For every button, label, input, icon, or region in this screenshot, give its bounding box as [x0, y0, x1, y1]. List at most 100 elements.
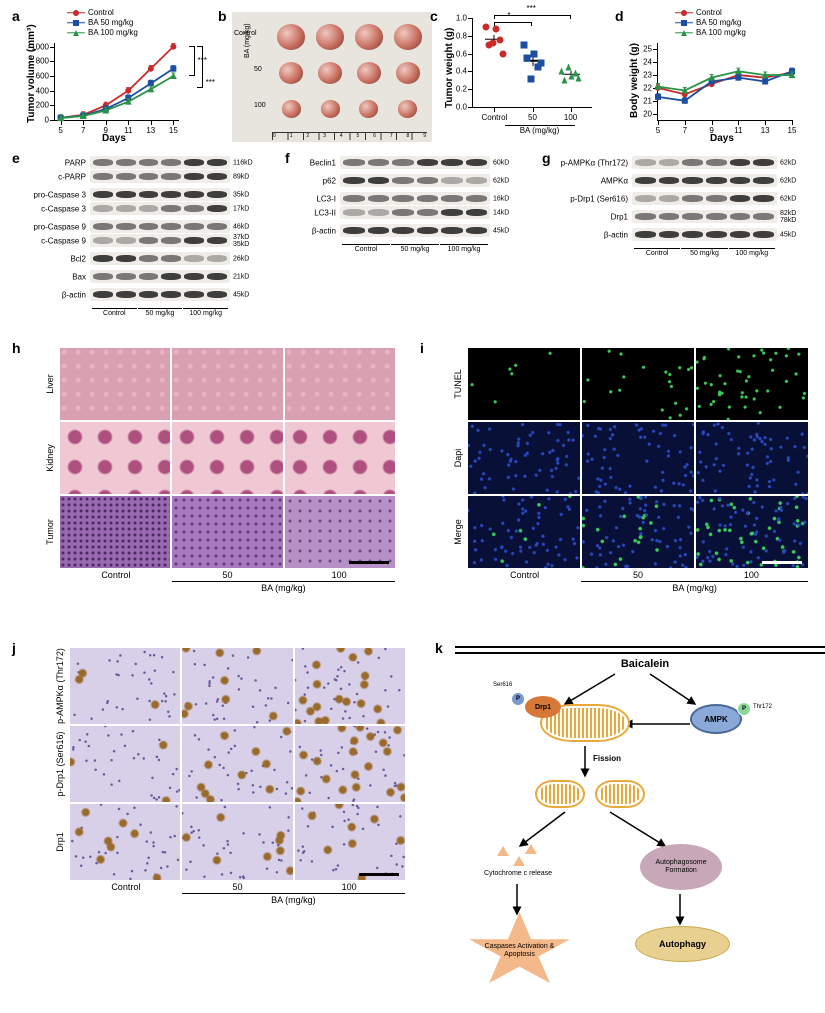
blot-label: β-actin	[62, 290, 90, 299]
blot-kd: 45kD	[230, 291, 249, 298]
band	[368, 177, 390, 184]
sig-bracket	[494, 22, 532, 26]
lanes	[90, 156, 230, 169]
band	[753, 231, 774, 238]
band	[161, 159, 181, 166]
lanes	[90, 234, 230, 247]
band	[116, 273, 136, 280]
band	[441, 209, 463, 216]
band	[93, 273, 113, 280]
band	[184, 205, 204, 212]
panel-c: c Tumor weight (g) 0.00.20.40.60.81.0Con…	[430, 8, 605, 140]
band	[184, 191, 204, 198]
blot-lane-row: Bax21kD	[90, 270, 230, 283]
row-group: BA (mg/kg)	[244, 23, 251, 58]
band	[93, 223, 113, 230]
diagram-k: Baicalein Drp1 P Ser616AMPK P Thr172Fiss…	[455, 646, 825, 1001]
ytick: 0.0	[456, 103, 473, 112]
band	[139, 159, 159, 166]
panel-d-label: d	[615, 8, 624, 24]
band	[635, 159, 656, 166]
legend-item: BA 50 mg/kg	[67, 18, 138, 27]
panel-g: g p-AMPKα (Thr172)62kDAMPKα62kDp-Drp1 (S…	[542, 150, 812, 300]
blot-kd: 62kD	[490, 177, 509, 184]
blot-row-wrap: LC3-I16kDLC3-II14kD	[340, 192, 490, 219]
blot-groups: Control50 mg/kg100 mg/kg	[90, 306, 230, 318]
band	[184, 173, 204, 180]
xtick: 15	[169, 120, 178, 135]
image-tile	[285, 348, 395, 420]
band	[139, 237, 159, 244]
band	[184, 291, 204, 298]
band	[441, 159, 463, 166]
blot-lane-row: AMPKα62kD	[632, 174, 777, 187]
col-label: 50	[581, 570, 694, 580]
ytick: 25	[643, 45, 658, 54]
blot-label: pro-Caspase 3	[34, 190, 90, 199]
band	[682, 159, 703, 166]
xtick: 50	[528, 107, 537, 122]
tumor	[318, 62, 342, 84]
blot-label: c-PARP	[58, 172, 90, 181]
data-point	[520, 41, 527, 48]
data-point	[496, 37, 503, 44]
band	[207, 291, 227, 298]
band	[753, 159, 774, 166]
panel-h: h LiverKidneyTumorControl50100BA (mg/kg)	[12, 340, 402, 620]
data-point	[562, 77, 569, 84]
band	[207, 173, 227, 180]
band	[730, 159, 751, 166]
blot-kd: 21kD	[230, 273, 249, 280]
xtick: 15	[788, 120, 797, 135]
scale-bar	[359, 873, 399, 876]
band	[659, 231, 680, 238]
band	[706, 177, 727, 184]
blot-kd: 45kD	[777, 231, 796, 238]
blot-lane-row: β-actin45kD	[90, 288, 230, 301]
band	[706, 195, 727, 202]
tumor	[398, 100, 417, 117]
band	[161, 291, 181, 298]
blot-groups: Control50 mg/kg100 mg/kg	[632, 246, 777, 258]
blot-lane-row: PARP116kD	[90, 156, 230, 169]
image-tile	[182, 726, 292, 802]
band	[730, 213, 751, 220]
blot-group: 50 mg/kg	[138, 308, 183, 318]
blot-label: AMPKα	[601, 176, 632, 185]
tumor	[357, 62, 381, 84]
panel-a: a ControlBA 50 mg/kgBA 100 mg/kg Tumor v…	[12, 8, 207, 136]
row-label: Drp1	[55, 832, 65, 852]
band	[93, 159, 113, 166]
image-grid	[60, 348, 395, 568]
blot-kd: 46kD	[230, 223, 249, 230]
band	[417, 159, 439, 166]
band	[343, 195, 365, 202]
blot-row-wrap: pro-Caspase 946kDc-Caspase 937kD35kD	[90, 220, 230, 247]
row-label: Liver	[45, 374, 55, 394]
band	[184, 255, 204, 262]
ytick: 1000	[31, 42, 55, 51]
band	[93, 237, 113, 244]
band	[417, 209, 439, 216]
band	[139, 191, 159, 198]
ser616-label: Ser616	[493, 682, 512, 688]
sig-2: ***	[206, 78, 215, 87]
col-label: 50	[182, 882, 294, 892]
band	[417, 177, 439, 184]
blot-label: Bax	[72, 272, 90, 281]
ytick: 24	[643, 58, 658, 67]
panel-d-xlabel: Days	[710, 133, 734, 144]
blot-groups: Control50 mg/kg100 mg/kg	[340, 242, 490, 254]
band	[753, 177, 774, 184]
tumor-photo: ControlBA (mg/kg)501000123456789	[232, 12, 432, 142]
image-grid	[70, 648, 405, 880]
lanes	[632, 156, 777, 169]
blot-group: Control	[342, 244, 390, 254]
tumor	[355, 24, 383, 49]
band	[466, 209, 488, 216]
blot-kd: 116kD	[230, 159, 253, 166]
band	[116, 159, 136, 166]
panel-a-chart: 02004006008001000579111315	[54, 43, 179, 121]
band	[368, 195, 390, 202]
ytick: 20	[643, 109, 658, 118]
